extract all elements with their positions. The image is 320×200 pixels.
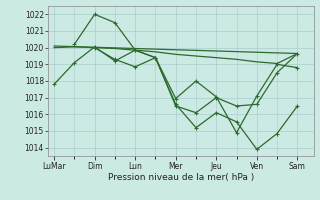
- X-axis label: Pression niveau de la mer( hPa ): Pression niveau de la mer( hPa ): [108, 173, 254, 182]
